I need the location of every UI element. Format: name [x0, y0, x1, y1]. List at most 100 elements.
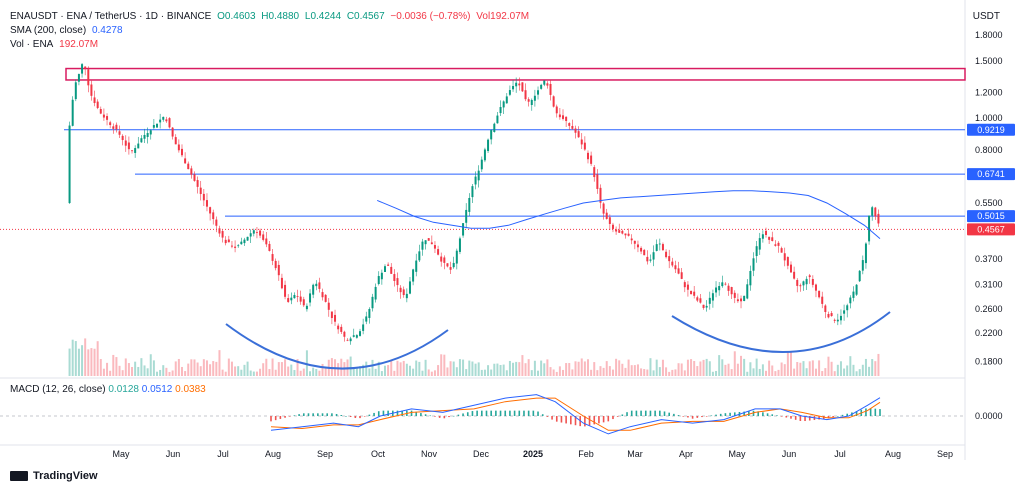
volume-bar [627, 359, 630, 376]
tradingview-logo[interactable]: TradingView [10, 470, 98, 482]
candle-body [218, 228, 221, 234]
macd-hist-bar [326, 413, 329, 416]
candle-body [474, 176, 477, 185]
close-value: C0.4567 [346, 11, 385, 22]
volume-bar [596, 370, 599, 376]
candle-body [302, 299, 305, 306]
macd-hist-bar [612, 416, 614, 420]
y-tick-label: 1.0000 [975, 113, 1003, 123]
candle-body [483, 149, 486, 161]
candle-body [568, 123, 571, 126]
x-tick-label: Dec [473, 449, 490, 459]
volume-bar [496, 363, 499, 376]
macd-hist-bar [621, 414, 624, 416]
candle-body [184, 158, 187, 164]
macd-signal-line [270, 397, 881, 431]
volume-bar [562, 369, 565, 376]
low-value: L0.4244 [304, 11, 342, 22]
volume-bar [368, 368, 371, 376]
y-tick-label: 0.2600 [975, 304, 1003, 314]
candle-body [124, 140, 127, 146]
macd-hist-bar [555, 416, 558, 422]
candle-body [437, 249, 440, 255]
volume-bar [574, 361, 577, 376]
volume-bar [771, 365, 774, 376]
macd-hist-bar [574, 416, 577, 426]
volume-bar [427, 369, 430, 376]
volume-bar [312, 367, 315, 376]
candle-body [530, 99, 533, 105]
macd-hist-bar [626, 412, 628, 416]
macd-hist-bar [518, 410, 521, 416]
candle-body [605, 212, 608, 219]
volume-legend[interactable]: Vol · ENA 192.07M [10, 38, 101, 51]
volume-bar [109, 370, 112, 376]
x-tick-label: Oct [371, 449, 386, 459]
candle-body [458, 238, 461, 252]
volume-bar [383, 365, 386, 376]
volume-bar [683, 370, 686, 376]
candle-body [402, 289, 405, 296]
candle-body [362, 324, 365, 331]
candle-body [259, 230, 262, 236]
macd-hist-bar [780, 416, 783, 417]
candle-body [299, 296, 302, 302]
macd-legend[interactable]: MACD (12, 26, close) 0.0128 0.0512 0.038… [10, 384, 206, 395]
candle-body [96, 101, 99, 109]
volume-bar [711, 371, 714, 376]
macd-hist-bar [490, 410, 492, 416]
volume-bar [415, 360, 418, 376]
volume-bar [433, 370, 436, 376]
candle-body [774, 244, 777, 246]
volume-bar [846, 365, 849, 376]
candle-body [205, 200, 208, 207]
candle-body [327, 302, 330, 310]
volume-bar [821, 371, 824, 376]
macd-hist-bar [359, 416, 361, 419]
volume-bar [777, 369, 780, 376]
candle-body [849, 297, 852, 304]
macd-hist-bar [677, 415, 680, 416]
candle-body [793, 271, 796, 279]
candle-body [705, 305, 708, 308]
candle-body [827, 313, 830, 318]
candle-body [246, 236, 249, 241]
macd-hist-bar [354, 416, 357, 419]
candle-body [599, 187, 602, 203]
volume-bar [818, 360, 821, 376]
volume-bar [705, 358, 708, 376]
volume-bar [721, 359, 724, 376]
volume-bar [405, 363, 408, 376]
candle-body [652, 252, 655, 260]
volume-bar [499, 364, 502, 376]
candle-body [90, 84, 93, 96]
macd-hist-bar [415, 411, 418, 416]
symbol-text: ENAUSDT · ENA / TetherUS · 1D · BINANCE [10, 11, 212, 22]
volume-bar [149, 354, 152, 376]
candle-body [187, 163, 190, 170]
macd-hist-bar [368, 414, 371, 416]
volume-bar [324, 367, 327, 376]
macd-hist-bar [855, 411, 858, 416]
candle-body [877, 213, 880, 224]
volume-bar [602, 367, 605, 376]
volume-bar [205, 360, 208, 376]
macd-hist-bar [546, 416, 549, 417]
candle-body [671, 261, 674, 266]
price-level-badge [967, 123, 1015, 136]
volume-bar [274, 369, 277, 376]
volume-bar [605, 361, 608, 376]
volume-bar [502, 364, 505, 376]
volume-bar [555, 371, 558, 376]
macd-hist-bar [837, 416, 839, 417]
candle-body [636, 244, 639, 248]
volume-bar [568, 363, 571, 376]
volume-bar [268, 369, 271, 376]
volume-bar [218, 350, 221, 376]
macd-hist-bar [513, 410, 516, 416]
volume-bar [234, 366, 237, 376]
candle-body [658, 243, 661, 245]
sma-legend[interactable]: SMA (200, close) 0.4278 [10, 24, 126, 37]
volume-bar [546, 359, 549, 376]
